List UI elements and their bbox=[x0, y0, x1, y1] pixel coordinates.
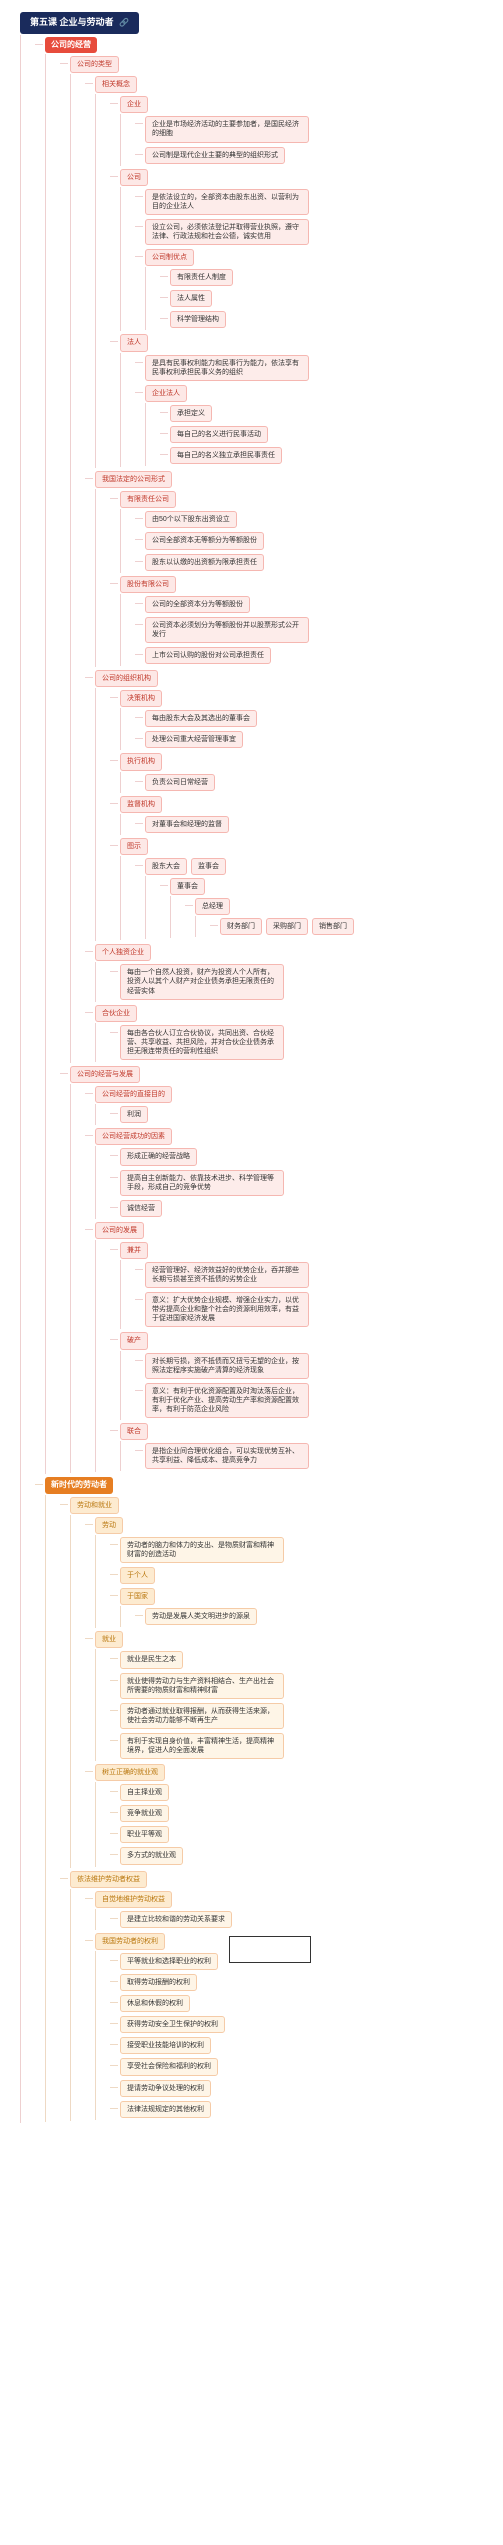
s1a[interactable]: 公司的类型 bbox=[70, 56, 119, 73]
leaf: 提请劳动争议处理的权利 bbox=[120, 2080, 211, 2097]
n3c1[interactable]: 决策机构 bbox=[120, 690, 162, 707]
leaf: 意义：有利于优化资源配置及时淘汰落后企业，有利于优化产业、提高劳动生产率和资源配… bbox=[145, 1383, 309, 1418]
leaf: 平等就业和选择职业的权利 bbox=[120, 1953, 218, 1970]
section-2[interactable]: 新时代的劳动者 bbox=[45, 1477, 113, 1493]
leaf: 负责公司日常经营 bbox=[145, 774, 215, 791]
leaf: 诚信经营 bbox=[120, 1200, 162, 1217]
leaf[interactable]: 于国家 bbox=[120, 1588, 155, 1605]
n3c3[interactable]: 监督机构 bbox=[120, 796, 162, 813]
n3c2[interactable]: 执行机构 bbox=[120, 753, 162, 770]
leaf: 公司的全部资本分为等额股份 bbox=[145, 596, 250, 613]
n2c1[interactable]: 有限责任公司 bbox=[120, 491, 176, 508]
leaf: 经营管理好、经济效益好的优势企业，吞并那些长期亏损甚至资不抵债的劣势企业 bbox=[145, 1262, 309, 1288]
leaf: 形成正确的经营战略 bbox=[120, 1148, 197, 1165]
n3-union[interactable]: 联合 bbox=[120, 1423, 148, 1440]
leaf: 企业是市场经济活动的主要参加者，是国民经济的细胞 bbox=[145, 116, 309, 142]
leaf: 是依法设立的，全部资本由股东出资、以营利为目的企业法人 bbox=[145, 189, 309, 215]
leaf: 劳动者的脑力和体力的支出、是物质财富和精神财富的创造活动 bbox=[120, 1537, 284, 1563]
leaf: 是指企业间合理优化组合，可以实现优势互补、共享利益、降低成本、提高竞争力 bbox=[145, 1443, 309, 1469]
n1c3-t2[interactable]: 企业法人 bbox=[145, 385, 187, 402]
link-icon: 🔗 bbox=[119, 18, 129, 27]
leaf: 有限责任人制度 bbox=[170, 269, 233, 286]
leaf: 法人属性 bbox=[170, 290, 212, 307]
leaf: 每由一个自然人投资，财产为投资人个人所有，投资人以其个人财产对企业债务承担无限责… bbox=[120, 964, 284, 999]
s2a-n1[interactable]: 劳动 bbox=[95, 1517, 123, 1534]
s1b-n3[interactable]: 公司的发展 bbox=[95, 1222, 144, 1239]
n1c3[interactable]: 法人 bbox=[120, 334, 148, 351]
leaf: 每自己的名义独立承担民事责任 bbox=[170, 447, 282, 464]
leaf: 上市公司认购的股份对公司承担责任 bbox=[145, 647, 271, 664]
n3c4[interactable]: 图示 bbox=[120, 838, 148, 855]
leaf: 利润 bbox=[120, 1106, 148, 1123]
leaf: 获得劳动安全卫生保护的权利 bbox=[120, 2016, 225, 2033]
org-node: 采购部门 bbox=[266, 918, 308, 935]
s1a-n2[interactable]: 我国法定的公司形式 bbox=[95, 471, 172, 488]
s1a-n1[interactable]: 相关概念 bbox=[95, 76, 137, 93]
leaf: 享受社会保险和福利的权利 bbox=[120, 2058, 218, 2075]
leaf: 公司全部资本无等额分为等额股份 bbox=[145, 532, 264, 549]
n1c2-t3[interactable]: 公司制优点 bbox=[145, 249, 194, 266]
s1a-n4[interactable]: 个人独资企业 bbox=[95, 944, 151, 961]
leaf: 多方式的就业观 bbox=[120, 1847, 183, 1864]
leaf[interactable]: 于个人 bbox=[120, 1567, 155, 1584]
org-node: 销售部门 bbox=[312, 918, 354, 935]
s2a-n3[interactable]: 树立正确的就业观 bbox=[95, 1764, 165, 1781]
leaf: 是建立比较和谐的劳动关系要求 bbox=[120, 1911, 232, 1928]
leaf: 职业平等观 bbox=[120, 1826, 169, 1843]
org-node: 财务部门 bbox=[220, 918, 262, 935]
n3-bankrupt[interactable]: 破产 bbox=[120, 1332, 148, 1349]
leaf: 公司制是现代企业主要的典型的组织形式 bbox=[145, 147, 285, 164]
leaf: 意义：扩大优势企业规模、增强企业实力，以优带劣提高企业和整个社会的资源利用效率，… bbox=[145, 1292, 309, 1327]
leaf: 由50个以下股东出资设立 bbox=[145, 511, 237, 528]
leaf: 法律法规规定的其他权利 bbox=[120, 2101, 211, 2118]
leaf: 科学管理结构 bbox=[170, 311, 226, 328]
org-node: 股东大会 bbox=[145, 858, 187, 875]
leaf: 承担定义 bbox=[170, 405, 212, 422]
leaf: 竞争就业观 bbox=[120, 1805, 169, 1822]
leaf: 每由各合伙人订立合伙协议，共同出资、合伙经营、共享收益、共担风险，并对合伙企业债… bbox=[120, 1025, 284, 1060]
leaf: 对董事会和经理的监督 bbox=[145, 816, 229, 833]
n3-merge[interactable]: 兼并 bbox=[120, 1242, 148, 1259]
leaf: 接受职业技能培训的权利 bbox=[120, 2037, 211, 2054]
s1b[interactable]: 公司的经营与发展 bbox=[70, 1066, 140, 1083]
n1c2[interactable]: 公司 bbox=[120, 169, 148, 186]
leaf: 劳动者通过就业取得报酬，从而获得生活来源，使社会劳动力能够不断再生产 bbox=[120, 1703, 284, 1729]
org-node: 总经理 bbox=[195, 898, 230, 915]
leaf: 设立公司，必须依法登记并取得营业执照，遵守法律、行政法规和社会公德，诚实信用 bbox=[145, 219, 309, 245]
s1a-n3[interactable]: 公司的组织机构 bbox=[95, 670, 158, 687]
leaf: 休息和休假的权利 bbox=[120, 1995, 190, 2012]
section-1[interactable]: 公司的经营 bbox=[45, 37, 97, 53]
n2c2[interactable]: 股份有限公司 bbox=[120, 576, 176, 593]
s2b[interactable]: 依法维护劳动者权益 bbox=[70, 1871, 147, 1888]
root-title: 第五课 企业与劳动者 bbox=[30, 17, 114, 27]
s2b-n1[interactable]: 自觉地维护劳动权益 bbox=[95, 1891, 172, 1908]
n1c1[interactable]: 企业 bbox=[120, 96, 148, 113]
leaf: 处理公司重大经营管理事宜 bbox=[145, 731, 243, 748]
org-node: 董事会 bbox=[170, 878, 205, 895]
leaf: 有利于实现自身价值，丰富精神生活，提高精神境界，促进人的全面发展 bbox=[120, 1733, 284, 1759]
leaf: 公司资本必须划分为等额股份并以股票形式公开发行 bbox=[145, 617, 309, 643]
leaf: 就业使得劳动力与生产资料相结合、生产出社会所需要的物质财富和精神财富 bbox=[120, 1673, 284, 1699]
s2a[interactable]: 劳动和就业 bbox=[70, 1497, 119, 1514]
leaf: 自主择业观 bbox=[120, 1784, 169, 1801]
leaf: 劳动是发展人类文明进步的源泉 bbox=[145, 1608, 257, 1625]
leaf: 取得劳动报酬的权利 bbox=[120, 1974, 197, 1991]
s1a-n5[interactable]: 合伙企业 bbox=[95, 1005, 137, 1022]
root-node[interactable]: 第五课 企业与劳动者 🔗 bbox=[20, 12, 139, 34]
leaf: 是具有民事权利能力和民事行为能力，依法享有民事权利承担民事义务的组织 bbox=[145, 355, 309, 381]
leaf: 股东以认缴的出资额为限承担责任 bbox=[145, 554, 264, 571]
s1b-n1[interactable]: 公司经营的直接目的 bbox=[95, 1086, 172, 1103]
leaf: 对长期亏损，资不抵债而又扭亏无望的企业，按照法定程序实施破产清算的经济现象 bbox=[145, 1353, 309, 1379]
s2b-n2[interactable]: 我国劳动者的权利 bbox=[95, 1933, 165, 1950]
leaf: 每由股东大会及其选出的董事会 bbox=[145, 710, 257, 727]
mindmap-container: 第五课 企业与劳动者 🔗 公司的经营 公司的类型 相关概念 企业 bbox=[10, 10, 493, 2124]
org-node: 监事会 bbox=[191, 858, 226, 875]
leaf: 提高自主创新能力、依靠技术进步、科学管理等手段，形成自己的竞争优势 bbox=[120, 1170, 284, 1196]
s2a-n2[interactable]: 就业 bbox=[95, 1631, 123, 1648]
leaf: 每自己的名义进行民事活动 bbox=[170, 426, 268, 443]
annotation-box bbox=[229, 1936, 311, 1963]
leaf: 就业是民生之本 bbox=[120, 1651, 183, 1668]
s1b-n2[interactable]: 公司经营成功的因素 bbox=[95, 1128, 172, 1145]
